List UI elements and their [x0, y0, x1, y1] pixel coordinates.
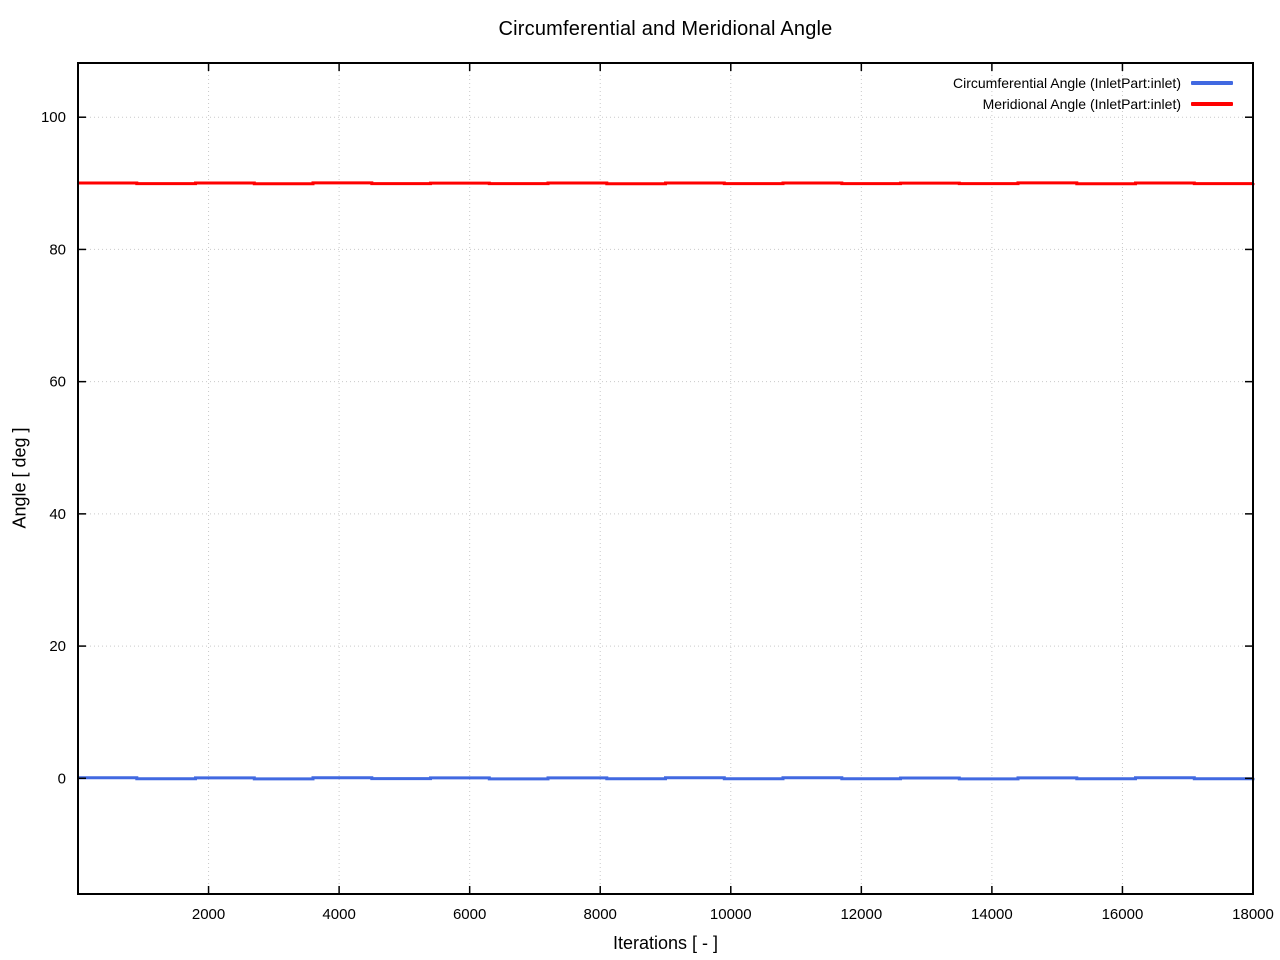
x-tick-label: 4000 — [322, 906, 355, 923]
legend-label-meridional-angle: Meridional Angle (InletPart:inlet) — [982, 95, 1181, 112]
x-tick-label: 2000 — [192, 906, 225, 923]
legend-swatch-meridional-angle — [1191, 101, 1233, 106]
x-tick-label: 10000 — [710, 906, 752, 923]
y-tick-label: 100 — [41, 109, 66, 126]
x-tick-label: 18000 — [1232, 906, 1274, 923]
series-line-meridional-angle — [78, 181, 1255, 186]
x-axis-label: Iterations [ - ] — [612, 933, 719, 953]
y-axis-label: Angle [ deg ] — [9, 427, 30, 529]
y-tick-label: 80 — [49, 241, 66, 258]
x-tick-label: 8000 — [584, 906, 617, 923]
x-tick-label: 12000 — [840, 906, 882, 923]
axis-ticks — [78, 63, 1254, 894]
legend-label-circumferential-angle: Circumferential Angle (InletPart:inlet) — [953, 74, 1181, 91]
plot-border — [77, 62, 1254, 895]
y-tick-label: 0 — [58, 770, 66, 787]
tick-labels: 2000 4000 6000 8000 10000 12000 14000 16000 1800… — [41, 109, 1274, 923]
y-tick-label: 60 — [49, 374, 66, 391]
x-tick-label: 6000 — [453, 906, 486, 923]
legend-item-circumferential-angle: Circumferential Angle (InletPart:inlet) — [953, 72, 1233, 93]
legend: Circumferential Angle (InletPart:inlet) … — [953, 72, 1233, 114]
grid — [78, 63, 1254, 894]
chart-title: Circumferential and Meridional Angle — [498, 18, 833, 40]
y-tick-label: 40 — [49, 506, 66, 523]
x-tick-label: 16000 — [1102, 906, 1144, 923]
x-tick-label: 14000 — [971, 906, 1013, 923]
legend-item-meridional-angle: Meridional Angle (InletPart:inlet) — [953, 93, 1233, 114]
series-line-circumferential-angle — [78, 776, 1255, 781]
legend-swatch-circumferential-angle — [1191, 80, 1233, 85]
y-tick-label: 20 — [49, 638, 66, 655]
